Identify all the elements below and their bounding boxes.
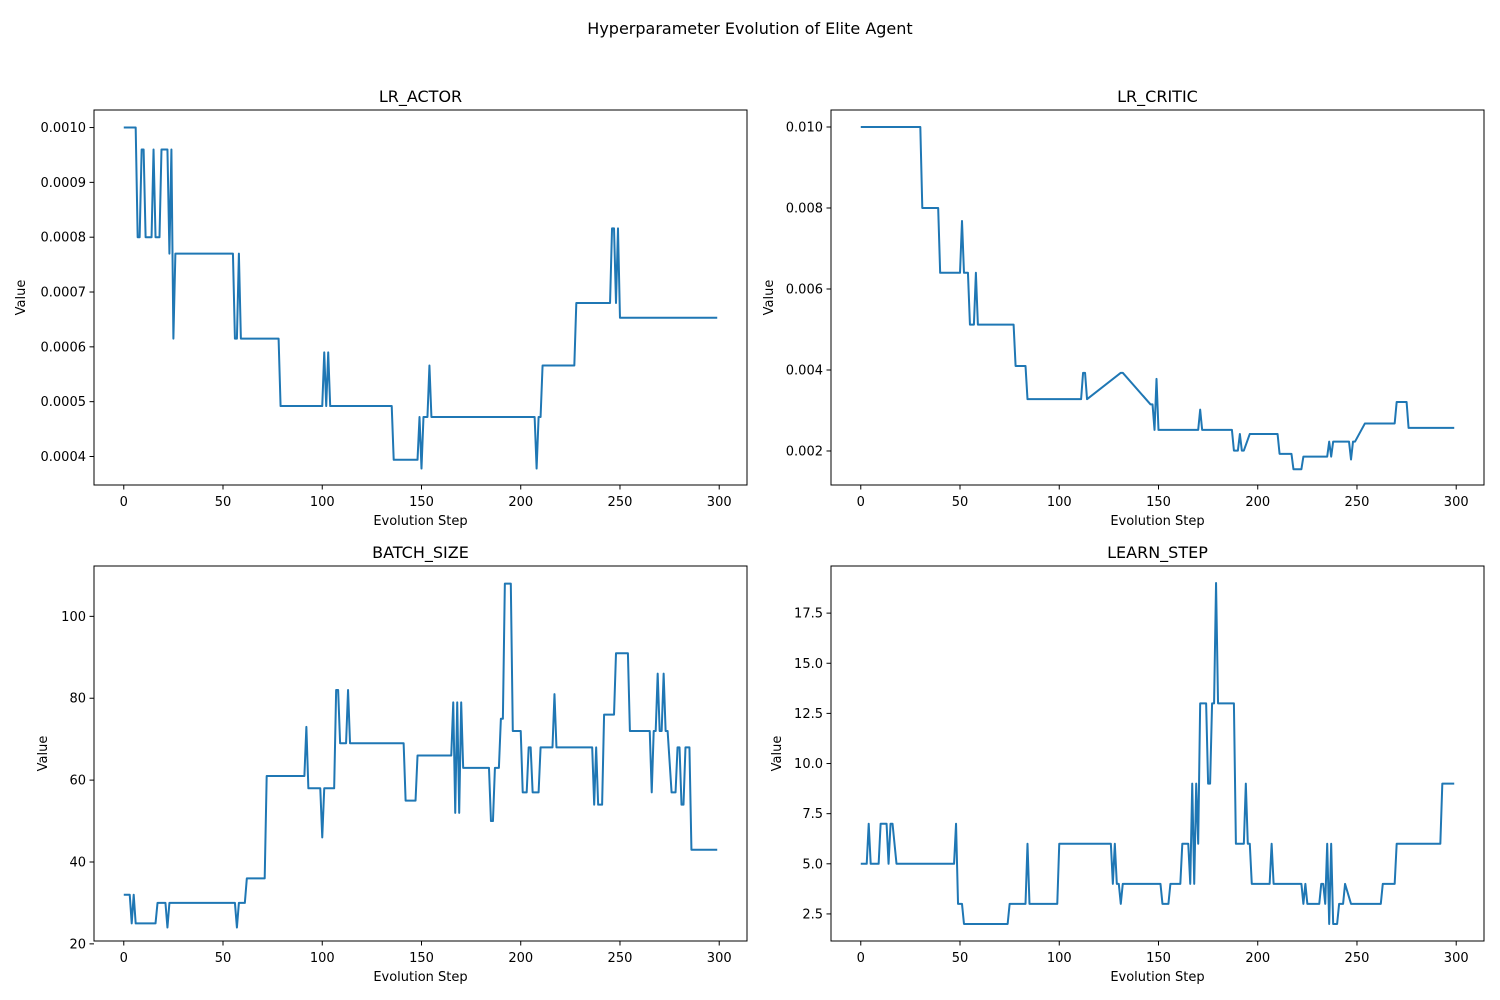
chart-title: LEARN_STEP: [1107, 543, 1208, 563]
x-axis-label: Evolution Step: [373, 514, 467, 529]
y-tick-label: 0.0005: [41, 395, 87, 410]
y-tick-label: 0.0006: [41, 340, 87, 355]
x-axis-label: Evolution Step: [1110, 970, 1204, 985]
series-line: [123, 582, 718, 929]
y-tick-label: 17.5: [794, 607, 823, 622]
figure-title: Hyperparameter Evolution of Elite Agent: [587, 19, 912, 38]
y-tick-label: 0.010: [786, 121, 823, 136]
chart-title: BATCH_SIZE: [372, 543, 469, 563]
y-tick-label: 0.0004: [41, 450, 87, 465]
y-tick-label: 20: [69, 937, 86, 952]
y-tick-label: 5.0: [802, 857, 823, 872]
x-tick-label: 150: [409, 951, 434, 966]
y-axis-label: Value: [14, 280, 29, 316]
x-tick-label: 100: [1047, 951, 1072, 966]
x-tick-label: 0: [120, 495, 128, 510]
x-tick-label: 200: [508, 951, 533, 966]
lr-critic-chart: LR_CRITIC 0 50 100 150 200 250 300 0.002 0.004 0.0…: [762, 87, 1485, 529]
x-tick-label: 50: [952, 495, 969, 510]
x-tick-label: 0: [120, 951, 128, 966]
y-tick-label: 40: [69, 855, 86, 870]
y-tick-label: 60: [69, 774, 86, 789]
x-tick-label: 300: [707, 495, 732, 510]
y-tick-label: 80: [69, 692, 86, 707]
series-line: [123, 126, 718, 470]
y-tick-label: 0.006: [786, 282, 823, 297]
x-tick-label: 300: [1444, 495, 1469, 510]
lr-actor-chart: LR_ACTOR 0 50 100 150 200 250 300 0.0004 0.0005 0.…: [14, 87, 748, 529]
plot-area: [830, 109, 1485, 486]
x-tick-label: 300: [1444, 951, 1469, 966]
series-line: [860, 582, 1455, 925]
x-tick-label: 250: [608, 951, 633, 966]
y-axis-label: Value: [770, 736, 785, 772]
y-tick-label: 0.0010: [41, 121, 87, 136]
x-axis-label: Evolution Step: [373, 970, 467, 985]
x-tick-label: 250: [1345, 951, 1370, 966]
series-line: [860, 126, 1455, 471]
x-axis-label: Evolution Step: [1110, 514, 1204, 529]
x-tick-label: 0: [857, 495, 865, 510]
x-tick-label: 150: [409, 495, 434, 510]
x-tick-label: 200: [508, 495, 533, 510]
y-axis-label: Value: [762, 280, 777, 316]
x-tick-label: 100: [310, 495, 335, 510]
plot-area: [93, 109, 748, 486]
y-tick-label: 0.0009: [41, 176, 87, 191]
y-tick-label: 15.0: [794, 657, 823, 672]
x-tick-label: 50: [215, 495, 232, 510]
x-tick-label: 100: [310, 951, 335, 966]
plot-area: [93, 565, 748, 942]
y-tick-label: 0.008: [786, 202, 823, 217]
y-tick-label: 100: [61, 610, 86, 625]
x-tick-label: 50: [952, 951, 969, 966]
x-tick-label: 200: [1245, 951, 1270, 966]
x-tick-label: 200: [1245, 495, 1270, 510]
y-tick-label: 0.004: [786, 363, 823, 378]
y-tick-label: 10.0: [794, 757, 823, 772]
plot-area: [830, 565, 1485, 942]
batch-size-chart: BATCH_SIZE 0 50 100 150 200 250 300 20 40 60 80 100 E…: [36, 543, 748, 985]
y-tick-label: 0.0007: [41, 286, 87, 301]
y-tick-label: 0.002: [786, 444, 823, 459]
x-tick-label: 0: [857, 951, 865, 966]
x-tick-label: 150: [1146, 951, 1171, 966]
x-tick-label: 100: [1047, 495, 1072, 510]
y-axis-label: Value: [36, 736, 51, 772]
y-tick-label: 0.0008: [41, 231, 87, 246]
y-tick-label: 2.5: [802, 907, 823, 922]
learn-step-chart: LEARN_STEP 0 50 100 150 200 250 300 2.5 5.0 7.5 10.…: [770, 543, 1485, 985]
chart-title: LR_ACTOR: [379, 87, 462, 107]
x-tick-label: 150: [1146, 495, 1171, 510]
y-tick-label: 12.5: [794, 707, 823, 722]
x-tick-label: 250: [1345, 495, 1370, 510]
chart-title: LR_CRITIC: [1117, 87, 1198, 107]
x-tick-label: 50: [215, 951, 232, 966]
x-tick-label: 250: [608, 495, 633, 510]
y-tick-label: 7.5: [802, 807, 823, 822]
x-tick-label: 300: [707, 951, 732, 966]
